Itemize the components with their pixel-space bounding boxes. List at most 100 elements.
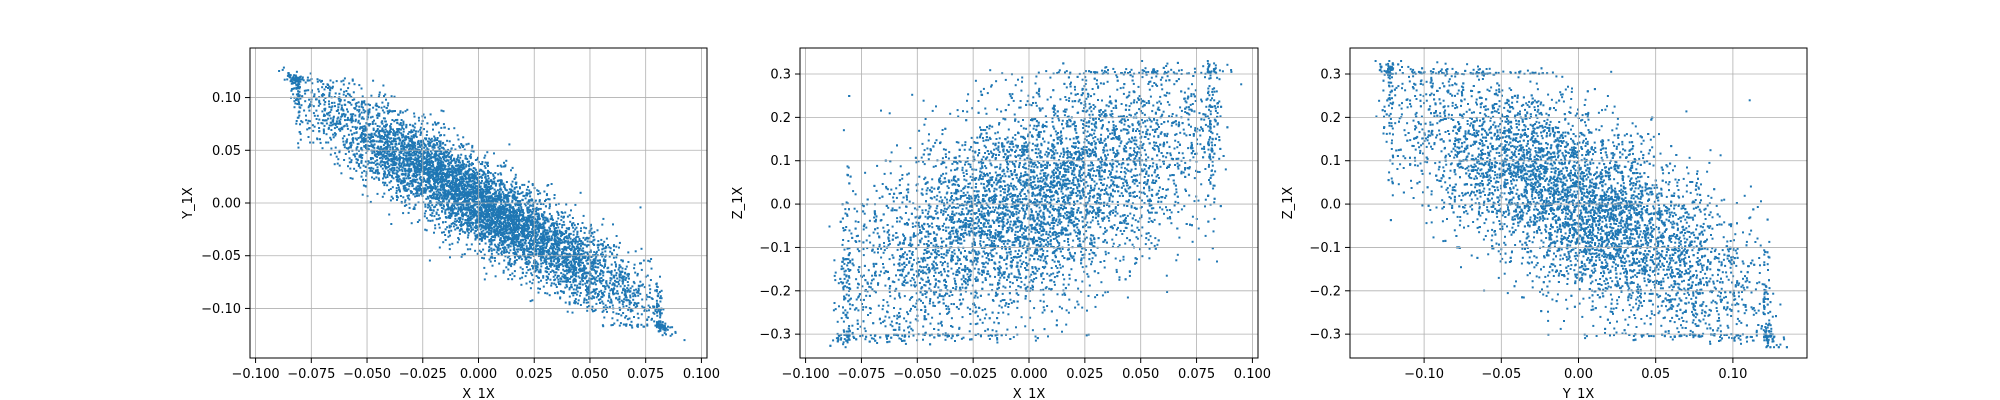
scatter-point xyxy=(523,235,526,237)
scatter-point xyxy=(383,174,386,177)
scatter-point xyxy=(497,246,500,249)
scatter-point xyxy=(573,301,576,304)
scatter-point xyxy=(529,268,532,271)
scatter-point xyxy=(501,241,504,244)
scatter-point xyxy=(391,140,394,143)
scatter-point xyxy=(586,272,589,275)
scatter-point xyxy=(375,176,378,179)
scatter-point xyxy=(618,298,621,301)
scatter-point xyxy=(364,110,367,113)
scatter-point xyxy=(578,243,581,245)
scatter-point xyxy=(512,224,514,227)
scatter-point xyxy=(410,222,413,225)
scatter-point xyxy=(611,324,614,326)
scatter-point xyxy=(482,188,485,191)
scatter-point xyxy=(657,307,660,310)
scatter-point xyxy=(445,160,448,163)
scatter-point xyxy=(440,177,443,180)
scatter-point xyxy=(425,165,428,168)
scatter-point xyxy=(405,123,408,126)
scatter-point xyxy=(394,158,396,161)
scatter-point xyxy=(540,238,543,241)
scatter-point xyxy=(428,145,431,147)
scatter-point xyxy=(465,185,468,188)
scatter-point xyxy=(358,149,360,152)
scatter-point xyxy=(294,81,296,84)
scatter-point xyxy=(400,182,403,185)
scatter-point xyxy=(458,188,461,191)
scatter-point xyxy=(404,154,407,157)
scatter-point xyxy=(602,247,605,250)
scatter-point xyxy=(608,292,611,295)
scatter-point xyxy=(582,261,584,264)
scatter-point xyxy=(282,66,285,69)
scatter-point xyxy=(568,244,571,247)
scatter-point xyxy=(442,198,445,201)
scatter-point xyxy=(389,148,392,151)
scatter-point xyxy=(418,162,420,165)
scatter-point xyxy=(441,210,444,213)
scatter-point xyxy=(446,203,448,206)
scatter-point xyxy=(402,130,405,133)
scatter-point xyxy=(376,172,379,175)
scatter-point xyxy=(598,277,601,280)
scatter-point xyxy=(474,186,477,189)
scatter-point xyxy=(398,151,401,154)
scatter-point xyxy=(437,188,440,191)
scatter-point xyxy=(646,324,649,327)
scatter-point xyxy=(400,180,403,183)
scatter-point xyxy=(496,248,499,251)
scatter-point xyxy=(499,188,501,191)
scatter-point xyxy=(615,280,618,283)
scatter-point xyxy=(619,285,622,288)
scatter-point xyxy=(493,209,496,212)
scatter-point xyxy=(369,136,372,139)
scatter-point xyxy=(568,295,571,298)
scatter-point xyxy=(394,110,396,112)
scatter-point xyxy=(448,214,451,217)
scatter-point xyxy=(366,147,369,150)
scatter-point xyxy=(530,213,533,216)
scatter-point xyxy=(313,95,316,98)
scatter-point xyxy=(442,123,445,126)
scatter-point xyxy=(479,189,482,192)
scatter-point xyxy=(489,208,492,211)
scatter-point xyxy=(498,205,501,208)
scatter-point xyxy=(337,122,340,125)
scatter-point xyxy=(419,171,422,174)
scatter-point xyxy=(512,218,515,221)
scatter-point xyxy=(386,176,389,178)
scatter-point xyxy=(484,188,487,191)
scatter-point xyxy=(555,227,557,229)
scatter-point xyxy=(451,154,454,157)
scatter-point xyxy=(488,248,491,251)
scatter-point xyxy=(378,152,380,155)
scatter-point xyxy=(383,141,386,144)
scatter-point xyxy=(473,196,476,199)
scatter-point xyxy=(554,283,557,286)
scatter-point xyxy=(347,165,349,168)
scatter-point xyxy=(646,323,649,326)
scatter-point xyxy=(542,275,545,278)
scatter-point xyxy=(336,117,339,120)
scatter-point xyxy=(455,186,458,189)
scatter-point xyxy=(467,205,470,208)
scatter-point xyxy=(406,108,409,111)
scatter-point xyxy=(628,317,631,320)
scatter-point xyxy=(442,204,445,207)
scatter-point xyxy=(466,158,469,161)
scatter-point xyxy=(633,304,635,307)
scatter-point xyxy=(466,227,469,230)
scatter-point xyxy=(473,178,476,181)
scatter-point xyxy=(384,157,387,160)
scatter-point xyxy=(445,151,448,154)
scatter-point xyxy=(637,294,640,297)
scatter-point xyxy=(353,132,356,135)
scatter-point xyxy=(633,289,636,292)
scatter-point xyxy=(384,181,387,184)
scatter-point xyxy=(399,195,402,197)
scatter-point xyxy=(421,170,424,173)
scatter-point xyxy=(436,185,439,188)
scatter-point xyxy=(361,139,364,142)
scatter-point xyxy=(434,176,437,179)
